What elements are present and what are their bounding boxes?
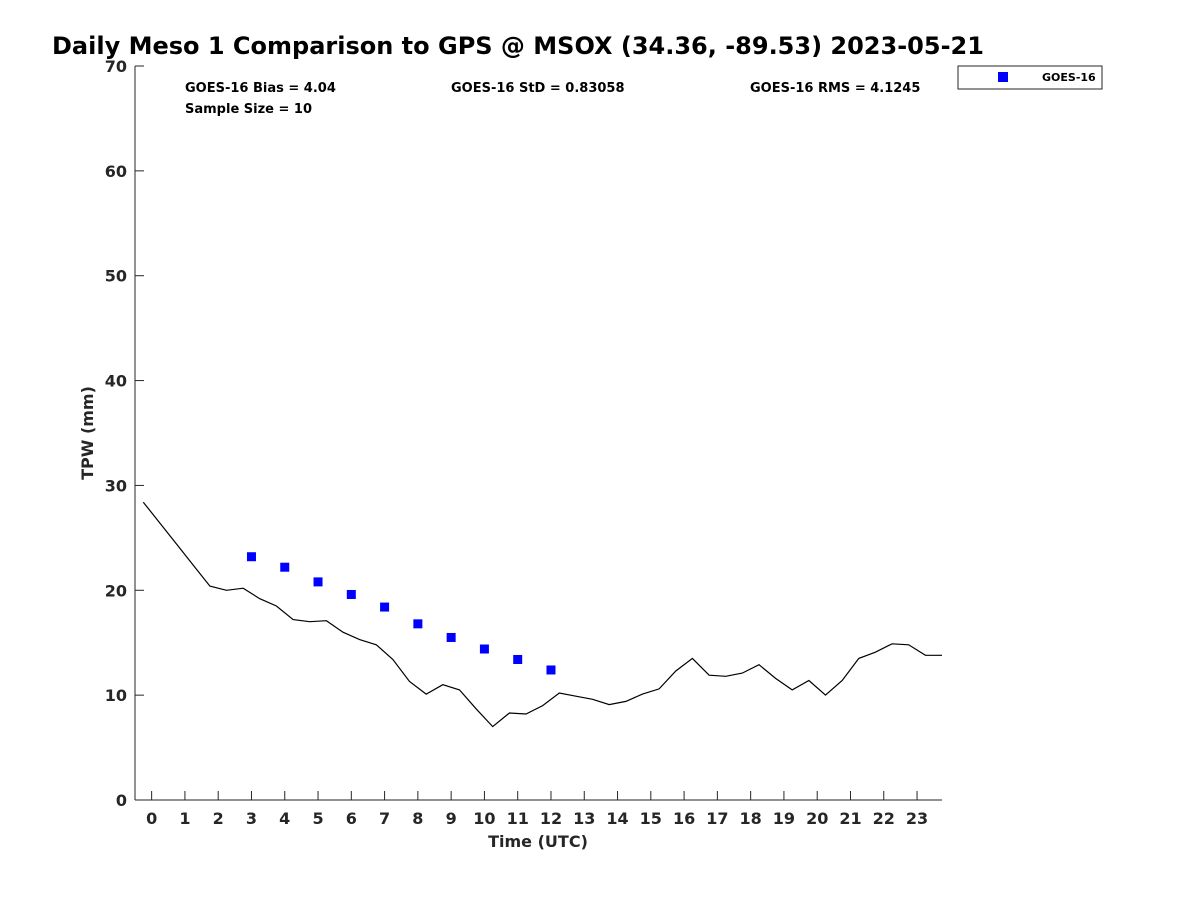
x-tick-label: 12	[540, 809, 562, 828]
y-ticks: 0 10 20 30 40 50 60 70	[105, 57, 144, 810]
y-tick-label: 0	[116, 791, 127, 810]
x-tick-label: 23	[906, 809, 928, 828]
x-tick-label: 7	[379, 809, 390, 828]
x-tick-label: 8	[412, 809, 423, 828]
goes16-point	[479, 644, 489, 654]
x-tick-label: 2	[213, 809, 224, 828]
legend: GOES-16	[957, 65, 1103, 90]
legend-marker-goes16	[998, 72, 1008, 82]
y-tick-label: 30	[105, 476, 127, 495]
x-axis-label: Time (UTC)	[488, 832, 588, 851]
y-tick-label: 40	[105, 372, 127, 391]
rms-stat: GOES-16 RMS = 4.1245	[750, 81, 920, 96]
y-axis-label: TPW (mm)	[78, 386, 97, 480]
x-tick-label: 9	[446, 809, 457, 828]
x-tick-label: 11	[507, 809, 529, 828]
goes16-point	[380, 602, 390, 612]
x-tick-label: 22	[873, 809, 895, 828]
goes16-point	[280, 562, 290, 572]
x-tick-label: 4	[279, 809, 290, 828]
goes16-scatter-series	[246, 552, 556, 675]
gps-line-series	[142, 501, 942, 728]
stats-annotations: GOES-16 Bias = 4.04 GOES-16 StD = 0.8305…	[185, 81, 920, 117]
y-tick-label: 70	[105, 57, 127, 76]
y-tick-label: 10	[105, 686, 127, 705]
bias-stat: GOES-16 Bias = 4.04	[185, 81, 336, 96]
goes16-point	[413, 619, 423, 629]
y-tick-label: 20	[105, 581, 127, 600]
x-tick-label: 1	[179, 809, 190, 828]
sample-size-stat: Sample Size = 10	[185, 102, 312, 117]
goes16-point	[246, 552, 256, 562]
x-tick-label: 13	[573, 809, 595, 828]
x-ticks: 0 1 2 3 4 5 6 7 8 9 10 11 12 13 14 15 16 17 18 19 20 21 22 23	[146, 791, 928, 828]
legend-label-goes16: GOES-16	[1042, 71, 1096, 84]
gps-tpw-line	[142, 501, 942, 728]
x-tick-label: 15	[640, 809, 662, 828]
x-tick-label: 21	[839, 809, 861, 828]
x-tick-label: 3	[246, 809, 257, 828]
goes16-point	[546, 665, 556, 675]
legend-box	[957, 65, 1103, 90]
x-tick-label: 14	[606, 809, 628, 828]
x-tick-label: 0	[146, 809, 157, 828]
goes16-point	[346, 589, 356, 599]
chart-title: Daily Meso 1 Comparison to GPS @ MSOX (3…	[52, 32, 984, 60]
x-tick-label: 17	[706, 809, 728, 828]
x-tick-label: 20	[806, 809, 828, 828]
x-tick-label: 19	[773, 809, 795, 828]
goes16-point	[313, 577, 323, 587]
x-tick-label: 18	[740, 809, 762, 828]
axes	[134, 66, 942, 801]
x-tick-label: 5	[312, 809, 323, 828]
x-tick-label: 10	[473, 809, 495, 828]
x-tick-label: 16	[673, 809, 695, 828]
y-tick-label: 50	[105, 267, 127, 286]
std-stat: GOES-16 StD = 0.83058	[451, 81, 625, 96]
goes16-point	[513, 654, 523, 664]
y-tick-label: 60	[105, 162, 127, 181]
goes16-point	[446, 632, 456, 642]
x-tick-label: 6	[346, 809, 357, 828]
